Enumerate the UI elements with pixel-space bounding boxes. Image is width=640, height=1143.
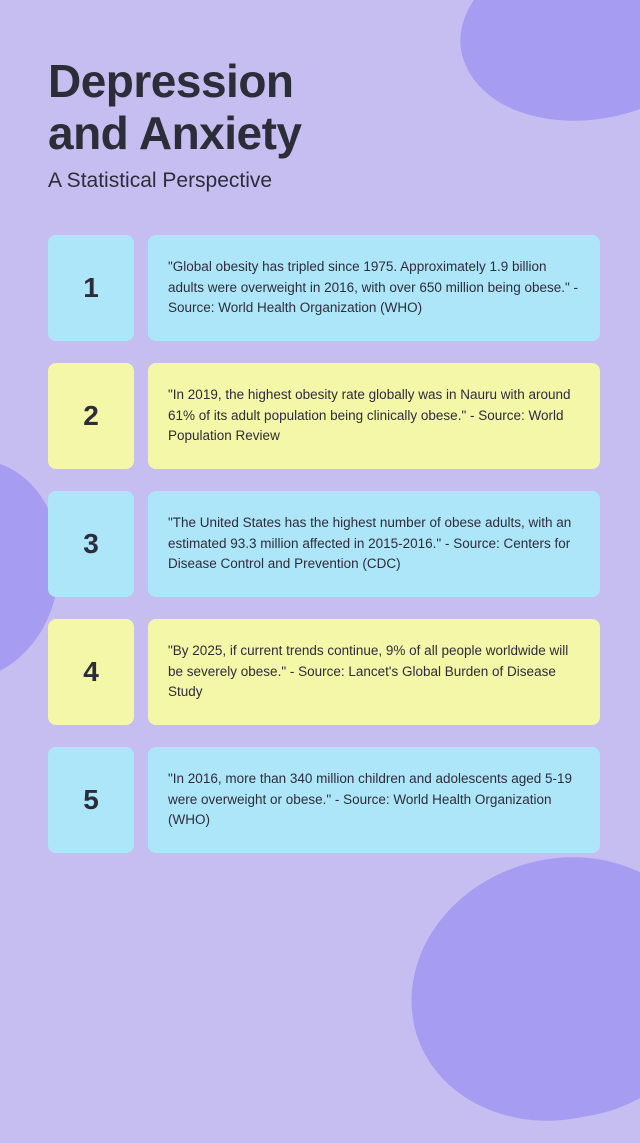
stat-item: 3"The United States has the highest numb… (48, 491, 600, 597)
stat-item: 4"By 2025, if current trends continue, 9… (48, 619, 600, 725)
stat-text-box: "The United States has the highest numbe… (148, 491, 600, 597)
stat-text-box: "Global obesity has tripled since 1975. … (148, 235, 600, 341)
stat-list: 1"Global obesity has tripled since 1975.… (48, 235, 600, 853)
stat-number-box: 1 (48, 235, 134, 341)
stat-text-box: "In 2016, more than 340 million children… (148, 747, 600, 853)
title-line-2: and Anxiety (48, 107, 302, 159)
stat-item: 2"In 2019, the highest obesity rate glob… (48, 363, 600, 469)
stat-text-box: "In 2019, the highest obesity rate globa… (148, 363, 600, 469)
stat-number-box: 3 (48, 491, 134, 597)
page-subtitle: A Statistical Perspective (48, 169, 600, 193)
stat-number-box: 2 (48, 363, 134, 469)
content-container: Depression and Anxiety A Statistical Per… (0, 0, 640, 893)
stat-item: 1"Global obesity has tripled since 1975.… (48, 235, 600, 341)
page-title: Depression and Anxiety (48, 56, 600, 159)
stat-number-box: 4 (48, 619, 134, 725)
stat-item: 5 "In 2016, more than 340 million childr… (48, 747, 600, 853)
stat-number-box: 5 (48, 747, 134, 853)
title-line-1: Depression (48, 55, 294, 107)
stat-text-box: "By 2025, if current trends continue, 9%… (148, 619, 600, 725)
